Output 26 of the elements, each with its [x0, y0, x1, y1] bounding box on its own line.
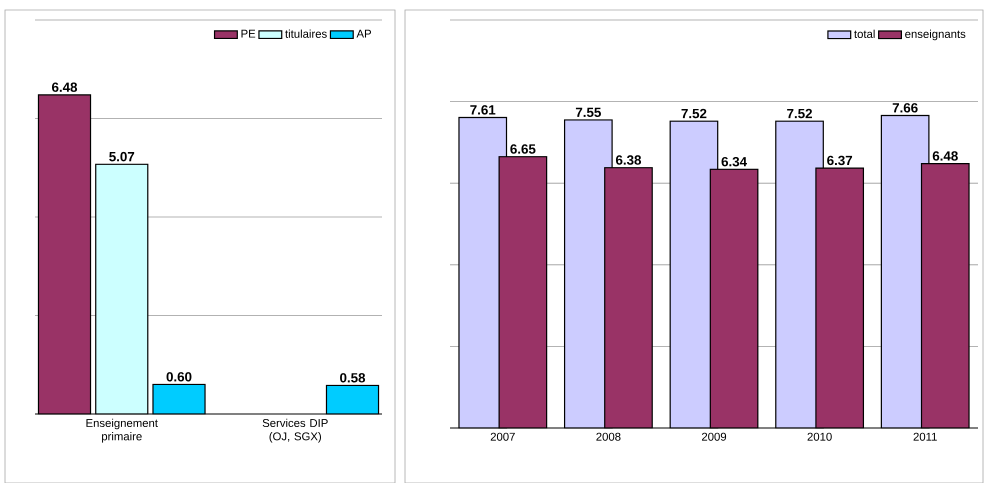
- x-tick-label: 2010: [808, 432, 832, 441]
- data-label: 6.37: [827, 156, 852, 166]
- x-tick-label: 2008: [596, 432, 621, 441]
- x-tick-label: Services DIP (OJ, SGX): [262, 418, 328, 443]
- x-tick-label: 2007: [490, 432, 515, 441]
- data-label: 7.66: [892, 103, 918, 113]
- data-label: 6.48: [932, 151, 958, 161]
- legend-label: total: [854, 30, 875, 38]
- data-label: 6.38: [616, 155, 642, 165]
- legend-label: PE: [241, 30, 256, 38]
- data-label: 6.34: [722, 156, 747, 166]
- data-label: 0.58: [340, 373, 366, 382]
- data-label: 5.07: [109, 152, 134, 162]
- data-label: 7.55: [576, 108, 601, 118]
- legend-label: AP: [356, 30, 372, 38]
- legend-label: titulaires: [285, 30, 327, 38]
- x-tick-label: 2011: [914, 432, 937, 441]
- data-label: 7.52: [682, 108, 706, 118]
- x-tick-label: 2009: [702, 432, 726, 441]
- data-label: 7.52: [787, 108, 812, 118]
- x-tick-label: Enseignement primaire: [86, 418, 158, 443]
- data-label: 7.61: [470, 105, 496, 115]
- legend-label: enseignants: [905, 30, 966, 40]
- data-label: 6.65: [510, 144, 536, 154]
- data-label: 0.60: [166, 372, 192, 382]
- data-label: 6.48: [52, 82, 78, 92]
